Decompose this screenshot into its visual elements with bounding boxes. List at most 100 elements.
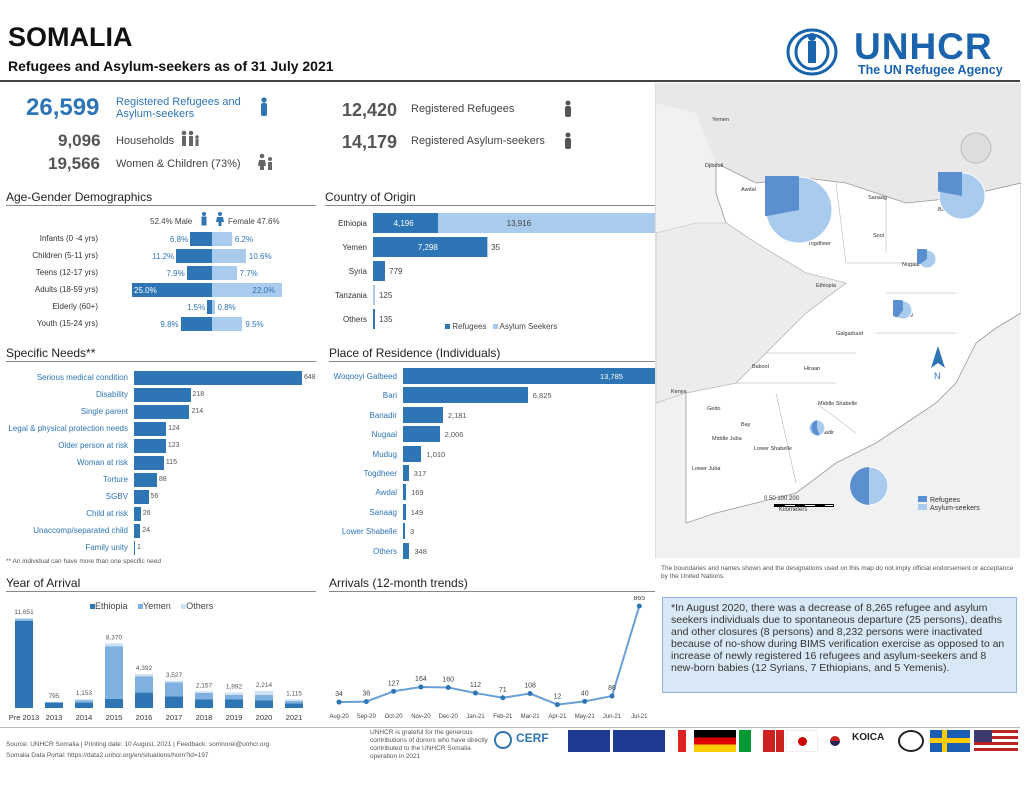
flag-stripe2-icon [776, 730, 784, 752]
footer-donors: UNHCR is grateful for the generous contr… [370, 729, 488, 760]
trend-value: 38 [362, 691, 370, 698]
year-label: 2013 [46, 713, 63, 722]
trend-month: Mar-21 [521, 714, 541, 720]
age-row-label: Children (5-11 yrs) [32, 251, 98, 260]
eu-flag-icon [568, 730, 610, 752]
year-label: 2017 [166, 713, 183, 722]
trend-point [554, 702, 560, 708]
trend-point [473, 690, 478, 696]
year-value: 795 [49, 693, 60, 700]
residence-bar [403, 465, 409, 481]
residence-divider [329, 361, 655, 362]
page-title: SOMALIA [8, 22, 133, 52]
age-male-value: 9.8% [160, 320, 179, 329]
year-value: 1,992 [226, 684, 243, 691]
trend-month: Apr-21 [548, 714, 567, 720]
origin-row-label: Yemen [342, 243, 367, 252]
age-male-value: 11.2% [152, 252, 175, 261]
residence-bar [403, 523, 405, 540]
year-bar-oth [135, 674, 153, 677]
age-male-bar [207, 300, 212, 314]
age-female-bar [212, 266, 237, 280]
needs-bar [134, 490, 149, 504]
map-label: Banadir [815, 430, 834, 436]
arrivals-trend-chart: 34 Aug-20 38 Sep-20 127 Oct-20 164 Nov-20 160 Dec… [329, 596, 648, 720]
age-male-value: 25.0% [134, 286, 157, 295]
residence-row-label: Mudug [372, 449, 397, 459]
year-bar-eth [165, 696, 183, 708]
needs-value: 648 [304, 374, 316, 381]
needs-value: 218 [192, 391, 205, 398]
age-row-label: Teens (12-17 yrs) [35, 268, 98, 277]
needs-title: Specific Needs** [6, 346, 96, 360]
year-label: 2020 [256, 713, 273, 722]
year-label: 2015 [106, 713, 123, 722]
japan-flag-icon [786, 730, 818, 752]
trend-point [582, 698, 588, 704]
year-value: 4,392 [136, 665, 153, 672]
needs-bar [134, 541, 135, 555]
trend-value: 34 [335, 691, 343, 698]
needs-row-label: Unaccomp/separated child [33, 526, 128, 535]
map-panel[interactable] [655, 83, 1022, 558]
residence-value: 348 [414, 546, 427, 556]
map-label: Nugaal [902, 262, 920, 268]
year-bar-eth [285, 703, 303, 708]
age-female-value: 22.0% [252, 286, 276, 295]
origin-asylum-bar [486, 237, 488, 257]
trend-point [363, 699, 369, 705]
origin-divider [325, 205, 655, 206]
residence-value: 169 [411, 488, 424, 498]
origin-legend-asylum: Asylum Seekers [499, 322, 558, 331]
trend-month: Jul-21 [631, 714, 648, 720]
trend-value: 71 [499, 687, 507, 694]
map-label: Sool [873, 233, 885, 239]
women-children-icon [258, 153, 272, 170]
footer-divider [0, 727, 1020, 728]
scale-bar [774, 504, 834, 507]
year-bar-yem [285, 701, 303, 704]
year-divider [6, 591, 316, 592]
needs-row-label: Disability [95, 390, 128, 399]
trend-divider [329, 591, 655, 592]
year-bar-eth [195, 699, 213, 708]
needs-bar [134, 422, 167, 436]
origin-asylum-bar [373, 285, 375, 305]
map-pie [938, 172, 986, 220]
year-bar-yem [165, 682, 183, 697]
trend-value: 40 [581, 690, 589, 697]
residence-bar [403, 406, 443, 423]
trend-point [418, 684, 424, 690]
map-scale: 0 50 100 200 Kilometers [764, 496, 834, 513]
usa-flag-icon [974, 730, 1018, 752]
origin-asylum-bar [438, 213, 655, 233]
map-label: Bay [741, 422, 751, 428]
map-scale-unit: Kilometers [779, 507, 808, 513]
trend-value: 865 [633, 596, 645, 602]
needs-bar [134, 388, 191, 402]
unhcr-emblem-icon [786, 28, 838, 76]
italy-flag-icon [739, 730, 775, 752]
year-bar-eth [75, 702, 93, 708]
needs-row-label: Single parent [80, 407, 128, 416]
residence-bar [403, 387, 528, 404]
cerf-label: CERF [516, 731, 549, 745]
map-pie [808, 419, 826, 437]
map-label: Sanaag [868, 195, 887, 201]
year-bar-yem [105, 646, 123, 699]
trend-value: 86 [608, 685, 616, 692]
year-value: 1,153 [76, 690, 93, 697]
cerf-logo: CERF [494, 731, 564, 751]
age-female-bar [212, 249, 246, 263]
map-disclaimer: The boundaries and names shown and the d… [661, 565, 1014, 580]
needs-row-label: Family unity [85, 543, 128, 552]
needs-row-label: Child at risk [86, 509, 128, 518]
map-scale-label: 0 50 100 200 [764, 496, 800, 502]
residence-bar [403, 503, 406, 520]
residence-row-label: Banadir [369, 410, 397, 420]
residence-row-label: Sanaag [369, 507, 397, 517]
origin-legend: Refugees Asylum Seekers [445, 322, 557, 331]
origin-legend-refugees: Refugees [452, 322, 487, 331]
male-share-label: 52.4% Male [150, 217, 193, 226]
needs-value: 24 [142, 527, 151, 534]
